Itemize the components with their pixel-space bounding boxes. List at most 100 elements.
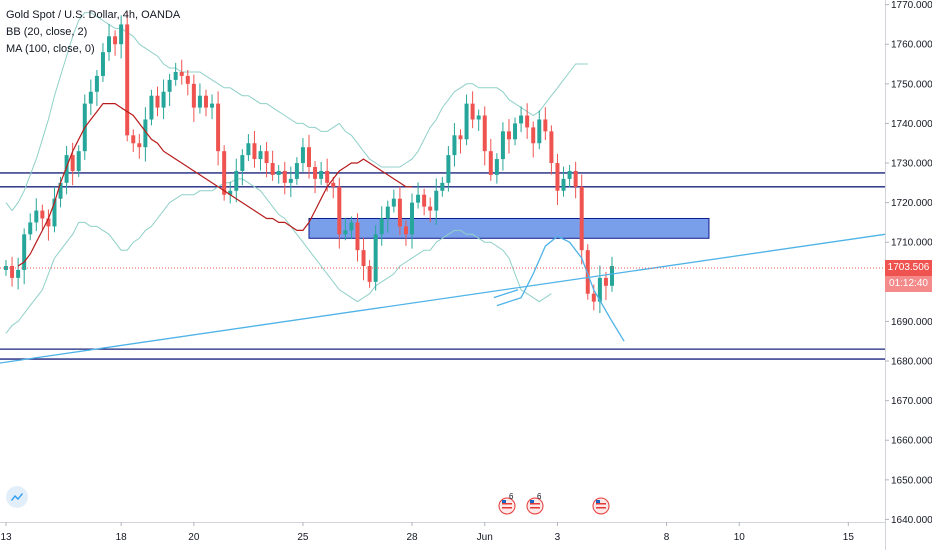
- candle-body[interactable]: [561, 178, 566, 191]
- candle-body[interactable]: [100, 52, 105, 76]
- candle-body[interactable]: [573, 170, 578, 187]
- candle-body[interactable]: [155, 95, 160, 108]
- candle-body[interactable]: [119, 24, 124, 45]
- candle-body[interactable]: [331, 182, 336, 187]
- candle-body[interactable]: [428, 206, 433, 211]
- candle-body[interactable]: [246, 143, 251, 156]
- candle-body[interactable]: [282, 170, 287, 183]
- candle-body[interactable]: [46, 218, 51, 227]
- candle-body[interactable]: [234, 170, 239, 191]
- candle-body[interactable]: [143, 119, 148, 148]
- candle-body[interactable]: [361, 250, 366, 266]
- candle-body[interactable]: [125, 24, 130, 136]
- candle-body[interactable]: [555, 163, 560, 191]
- candle-body[interactable]: [349, 222, 354, 231]
- ma100-line[interactable]: [17, 102, 412, 267]
- candle-body[interactable]: [610, 266, 614, 286]
- candle-body[interactable]: [373, 234, 378, 282]
- candle-body[interactable]: [410, 202, 415, 235]
- candle-body[interactable]: [307, 147, 311, 167]
- candle-body[interactable]: [34, 210, 39, 223]
- candle-body[interactable]: [476, 115, 481, 120]
- symbol-title[interactable]: Gold Spot / U.S. Dollar, 4h, OANDA: [6, 9, 181, 21]
- candle-body[interactable]: [591, 293, 596, 302]
- candle-body[interactable]: [191, 83, 196, 108]
- candle-body[interactable]: [264, 151, 269, 164]
- projection-path[interactable]: [496, 235, 625, 342]
- candle-body[interactable]: [137, 143, 142, 148]
- candle-body[interactable]: [161, 91, 166, 108]
- candle-body[interactable]: [319, 170, 324, 179]
- candle-body[interactable]: [252, 143, 257, 160]
- candle-body[interactable]: [585, 250, 590, 294]
- candle-body[interactable]: [52, 198, 57, 227]
- candle-body[interactable]: [416, 194, 421, 203]
- candle-body[interactable]: [537, 119, 542, 144]
- candle-body[interactable]: [579, 186, 584, 251]
- candle-body[interactable]: [355, 222, 360, 251]
- ma-indicator-label[interactable]: MA (100, close, 0): [6, 43, 95, 55]
- candle-body[interactable]: [543, 119, 548, 132]
- economic-event-flag[interactable]: [592, 497, 610, 515]
- candle-body[interactable]: [525, 115, 530, 128]
- candle-body[interactable]: [185, 75, 190, 84]
- candle-body[interactable]: [397, 198, 402, 227]
- candle-body[interactable]: [452, 135, 457, 156]
- candle-body[interactable]: [446, 155, 451, 183]
- candle-body[interactable]: [70, 155, 75, 171]
- candle-body[interactable]: [64, 155, 69, 183]
- economic-event-flag[interactable]: 6: [526, 492, 544, 515]
- candle-body[interactable]: [464, 103, 469, 140]
- candle-body[interactable]: [603, 277, 608, 286]
- tradingview-logo-icon[interactable]: [6, 486, 28, 508]
- candle-body[interactable]: [270, 163, 275, 175]
- candle-body[interactable]: [313, 167, 318, 179]
- candle-body[interactable]: [258, 151, 263, 160]
- candle-body[interactable]: [597, 277, 602, 302]
- short-support-line[interactable]: [493, 289, 519, 299]
- candle-body[interactable]: [367, 266, 372, 282]
- candle-body[interactable]: [94, 75, 99, 92]
- candle-body[interactable]: [107, 36, 112, 53]
- candle-body[interactable]: [173, 71, 178, 80]
- candle-body[interactable]: [422, 194, 427, 207]
- resistance-zone[interactable]: [308, 217, 710, 239]
- candle-body[interactable]: [22, 234, 27, 270]
- candle-body[interactable]: [440, 182, 445, 191]
- candle-body[interactable]: [76, 151, 81, 171]
- candle-body[interactable]: [288, 178, 293, 183]
- candle-body[interactable]: [40, 210, 45, 219]
- candle-body[interactable]: [434, 190, 439, 211]
- candle-body[interactable]: [203, 95, 208, 108]
- economic-event-flag[interactable]: 6: [498, 492, 516, 515]
- candle-body[interactable]: [167, 79, 172, 92]
- candle-body[interactable]: [210, 103, 215, 108]
- candle-body[interactable]: [506, 131, 511, 140]
- bb-lower-band[interactable]: [5, 178, 552, 334]
- candle-body[interactable]: [379, 218, 384, 235]
- candle-body[interactable]: [58, 182, 63, 199]
- candle-body[interactable]: [325, 170, 330, 183]
- candle-body[interactable]: [403, 226, 408, 235]
- candle-body[interactable]: [16, 269, 21, 278]
- candle-body[interactable]: [216, 103, 221, 152]
- candle-body[interactable]: [470, 103, 475, 120]
- candle-body[interactable]: [500, 131, 505, 160]
- candle-body[interactable]: [549, 131, 554, 164]
- candle-body[interactable]: [488, 151, 493, 175]
- candle-body[interactable]: [482, 115, 487, 152]
- candle-body[interactable]: [131, 135, 136, 144]
- candle-body[interactable]: [28, 222, 33, 235]
- candle-body[interactable]: [149, 95, 154, 120]
- bb-indicator-label[interactable]: BB (20, close, 2): [6, 26, 88, 38]
- candle-body[interactable]: [197, 95, 202, 108]
- candle-body[interactable]: [531, 127, 536, 144]
- bb-upper-band[interactable]: [5, 12, 588, 212]
- candle-body[interactable]: [391, 198, 396, 207]
- candle-body[interactable]: [385, 206, 390, 219]
- candle-body[interactable]: [343, 230, 348, 235]
- candle-body[interactable]: [113, 36, 118, 45]
- candle-body[interactable]: [458, 135, 463, 140]
- candle-body[interactable]: [513, 123, 518, 140]
